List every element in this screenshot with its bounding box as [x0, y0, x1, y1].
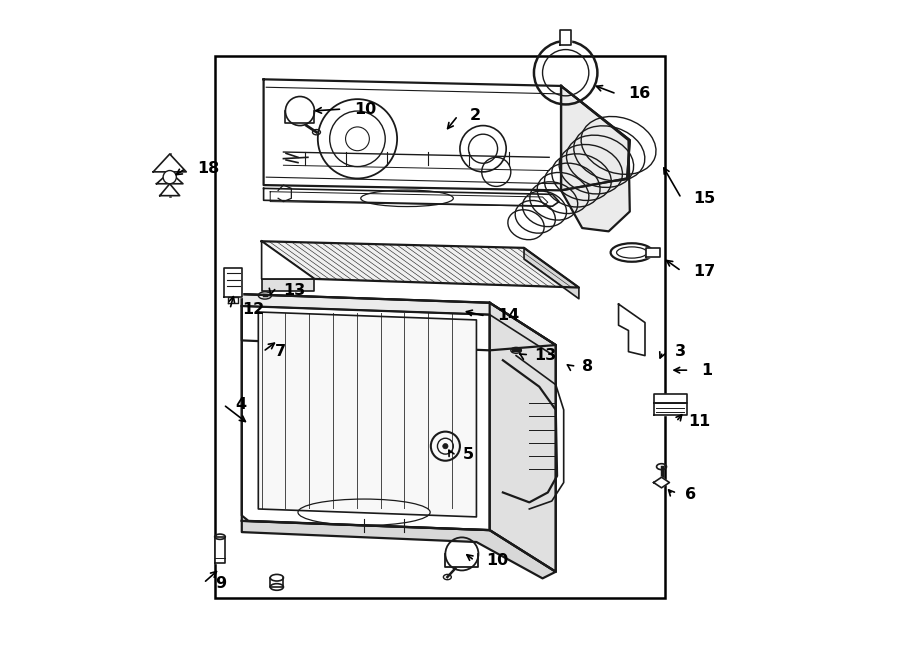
- Text: 18: 18: [197, 161, 220, 176]
- Polygon shape: [215, 537, 225, 563]
- Polygon shape: [224, 268, 242, 297]
- Text: 15: 15: [693, 191, 716, 206]
- Text: 10: 10: [355, 102, 376, 116]
- Polygon shape: [160, 184, 180, 196]
- Text: 8: 8: [582, 360, 593, 374]
- Text: 2: 2: [470, 108, 481, 123]
- Text: 12: 12: [242, 302, 264, 317]
- Polygon shape: [242, 294, 556, 350]
- Polygon shape: [242, 294, 556, 572]
- Polygon shape: [653, 403, 687, 415]
- Polygon shape: [157, 172, 183, 184]
- Polygon shape: [561, 30, 571, 45]
- Text: 3: 3: [675, 344, 686, 359]
- Polygon shape: [264, 188, 559, 206]
- Text: 16: 16: [628, 87, 651, 101]
- Polygon shape: [242, 306, 490, 530]
- Polygon shape: [264, 79, 630, 190]
- Polygon shape: [228, 297, 238, 303]
- Bar: [215, 56, 665, 598]
- Polygon shape: [262, 279, 314, 291]
- Polygon shape: [258, 312, 476, 517]
- Text: 10: 10: [486, 553, 508, 568]
- Text: 14: 14: [498, 309, 520, 323]
- Polygon shape: [653, 477, 670, 488]
- Text: 1: 1: [701, 363, 712, 377]
- Text: 13: 13: [535, 348, 557, 363]
- Polygon shape: [524, 248, 579, 299]
- Polygon shape: [490, 303, 556, 572]
- Text: 13: 13: [284, 284, 306, 298]
- Polygon shape: [262, 241, 579, 288]
- Text: 4: 4: [235, 397, 247, 412]
- Polygon shape: [262, 241, 314, 279]
- Polygon shape: [153, 154, 186, 172]
- Polygon shape: [242, 521, 556, 578]
- Polygon shape: [653, 394, 687, 403]
- Text: 6: 6: [685, 487, 696, 502]
- Text: 17: 17: [693, 264, 716, 278]
- Polygon shape: [618, 304, 645, 356]
- Text: 9: 9: [215, 576, 227, 590]
- Polygon shape: [242, 294, 556, 357]
- Polygon shape: [561, 86, 630, 231]
- Circle shape: [443, 444, 448, 449]
- Text: 11: 11: [688, 414, 710, 429]
- Circle shape: [163, 171, 176, 184]
- Text: 5: 5: [464, 447, 474, 462]
- Polygon shape: [646, 248, 660, 257]
- Polygon shape: [561, 86, 630, 190]
- Text: 7: 7: [274, 344, 286, 359]
